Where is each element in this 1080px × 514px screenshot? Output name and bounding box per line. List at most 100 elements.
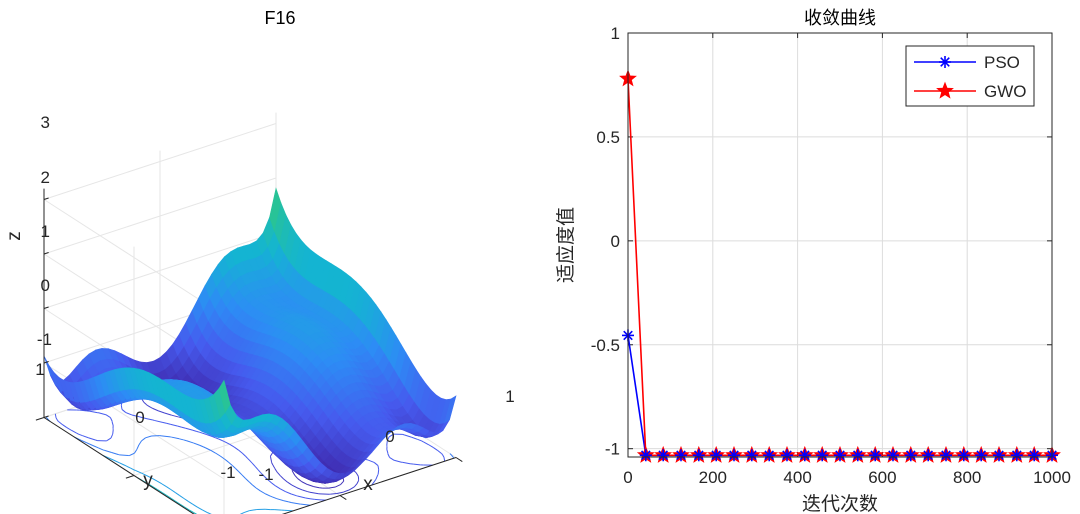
- contour-segment: [205, 447, 211, 451]
- contour-segment: [141, 472, 148, 477]
- contour-segment: [82, 435, 89, 439]
- contour-segment: [335, 484, 341, 488]
- contour-segment: [393, 459, 402, 463]
- contour-segment: [86, 442, 93, 446]
- contour-segment: [413, 463, 421, 466]
- contour-segment: [130, 467, 135, 471]
- contour-segment: [224, 458, 229, 463]
- contour-segment: [402, 433, 405, 436]
- contour-segment: [166, 495, 172, 499]
- surface-plot: F16 3 2 1 0 -1 z 1 0 -1 y -1 0 1 x: [4, 8, 515, 514]
- surface-title: F16: [264, 8, 295, 28]
- contour-segment: [241, 474, 246, 479]
- contour-segment: [139, 440, 142, 444]
- contour-segment: [183, 439, 187, 442]
- contour-segment: [354, 483, 358, 487]
- contour-segment: [296, 487, 304, 491]
- contour-segment: [54, 413, 57, 419]
- contour-segment: [247, 458, 250, 461]
- contour-segment: [202, 446, 206, 449]
- contour-segment: [377, 469, 380, 475]
- contour-segment: [231, 464, 234, 467]
- contour-segment: [270, 456, 272, 462]
- y-tick-mark: [125, 475, 135, 479]
- contour-segment: [185, 427, 193, 431]
- pso-point: [887, 449, 899, 462]
- conv-y-tick-label: 0: [611, 232, 620, 251]
- contour-segment: [162, 421, 168, 424]
- z-tick-1: 1: [41, 222, 50, 241]
- contour-segment: [156, 480, 163, 485]
- contour-segment: [428, 444, 434, 448]
- contour-segment: [175, 500, 181, 505]
- contour-segment: [232, 465, 236, 469]
- contour-segment: [184, 506, 190, 511]
- contour-segment: [386, 449, 389, 454]
- legend-gwo-marker: [936, 81, 954, 99]
- contour-segment: [152, 486, 158, 491]
- pso-point: [675, 449, 687, 462]
- pso-point: [834, 449, 846, 462]
- conv-x-tick-label: 1000: [1033, 468, 1071, 487]
- contour-segment: [179, 438, 184, 441]
- contour-segment: [124, 464, 131, 469]
- contour-segment: [287, 481, 293, 486]
- contour-segment: [141, 437, 146, 442]
- contour-segment: [71, 429, 77, 434]
- contour-segment: [437, 450, 442, 454]
- contour-segment: [133, 469, 136, 472]
- contour-segment: [291, 470, 294, 472]
- contour-segment: [274, 468, 278, 472]
- conv-x-tick-label: 0: [623, 468, 632, 487]
- contour-segment: [291, 493, 297, 497]
- x-axis-label: x: [363, 474, 373, 495]
- contour-segment: [161, 435, 171, 438]
- contour-segment: [215, 437, 219, 440]
- conv-x-tick-label: 600: [868, 468, 896, 487]
- contour-segment: [254, 466, 259, 471]
- contour-segment: [120, 405, 123, 410]
- contour-segment: [343, 489, 350, 493]
- convergence-series: [619, 69, 1061, 463]
- contour-segment: [152, 419, 155, 422]
- contour-segment: [300, 503, 311, 506]
- contour-segment: [219, 455, 225, 460]
- pso-point: [692, 449, 705, 462]
- contour-segment: [388, 433, 394, 438]
- contour-segment: [199, 444, 204, 448]
- contour-segment: [212, 436, 216, 439]
- contour-segment: [136, 444, 140, 449]
- contour-segment: [105, 414, 111, 419]
- contour-segment: [139, 416, 148, 420]
- contour-segment: [113, 459, 120, 464]
- pso-point: [1010, 449, 1023, 462]
- contour-segment: [206, 433, 213, 438]
- contour-segment: [274, 509, 282, 511]
- contour-segment: [404, 434, 412, 438]
- z-tick-mark: [43, 252, 49, 255]
- contour-segment: [265, 493, 271, 497]
- contour-segment: [125, 412, 133, 416]
- contour-segment: [181, 426, 186, 429]
- conv-y-tick-label: 0.5: [596, 128, 620, 147]
- contour-segment: [110, 434, 114, 439]
- x-tick-0: 0: [385, 427, 394, 446]
- contour-segment: [291, 484, 298, 489]
- contour-segment: [283, 478, 288, 483]
- contour-segment: [411, 436, 418, 440]
- contour-segment: [146, 475, 153, 479]
- x-tick-1: 1: [505, 387, 514, 406]
- contour-segment: [166, 486, 172, 491]
- contour-segment: [218, 438, 225, 442]
- contour-segment: [161, 492, 167, 496]
- contour-segment: [133, 448, 138, 454]
- pso-point: [869, 449, 882, 462]
- contour-segment: [271, 462, 274, 466]
- contour-segment: [192, 429, 198, 432]
- contour-segment: [147, 405, 151, 408]
- pso-point: [728, 449, 740, 462]
- contour-segment: [372, 479, 377, 484]
- contour-segment: [336, 491, 344, 494]
- contour-segment: [238, 449, 243, 454]
- contour-segment: [186, 440, 194, 444]
